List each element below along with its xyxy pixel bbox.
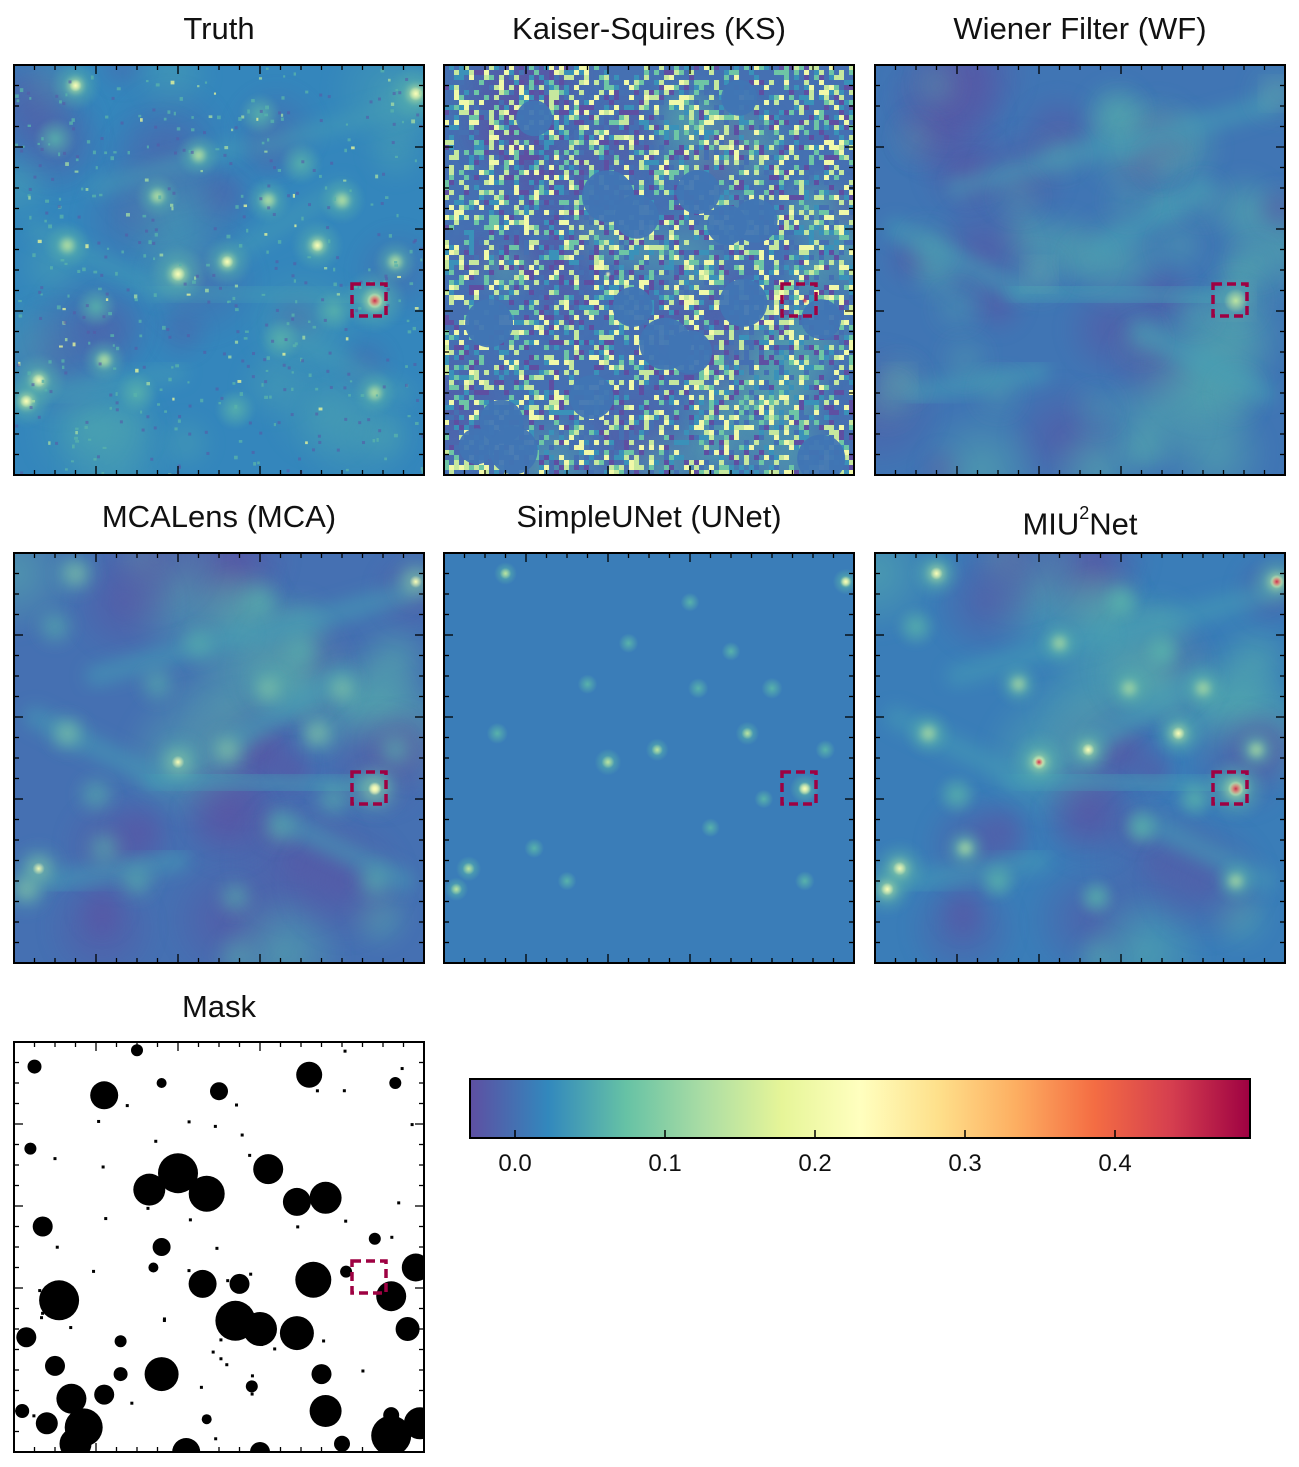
panel-title-wf: Wiener Filter (WF) — [953, 11, 1207, 46]
panel-title-mask: Mask — [181, 989, 257, 1024]
map-wf — [874, 64, 1286, 476]
colorbar — [469, 1078, 1251, 1139]
highlight-box — [350, 282, 388, 318]
map-miu — [874, 552, 1286, 964]
panel-title-mca: MCALens (MCA) — [101, 499, 337, 534]
panel-title-miu-main: MIU — [1022, 506, 1080, 542]
map-mask — [13, 1041, 425, 1453]
panel-title-unet: SimpleUNet (UNet) — [516, 499, 782, 534]
highlight-box — [1211, 770, 1249, 806]
panel-title-miu: MIU2Net — [875, 500, 1285, 541]
panel-title-miu-tail: Net — [1089, 506, 1138, 542]
colorbar-tick-label: 0.1 — [648, 1150, 682, 1177]
panel-title-miu-superscript: 2 — [1079, 503, 1090, 523]
map-ks — [443, 64, 855, 476]
colorbar-tick-label: 0.2 — [798, 1150, 832, 1177]
colorbar-tick-label: 0.4 — [1098, 1150, 1132, 1177]
panel-title-ks: Kaiser-Squires (KS) — [512, 11, 786, 46]
highlight-box — [1211, 282, 1249, 318]
colorbar-tick-label: 0.0 — [498, 1150, 532, 1177]
highlight-box — [350, 1259, 388, 1295]
highlight-box — [350, 770, 388, 806]
map-truth — [13, 64, 425, 476]
colorbar-tick-label: 0.3 — [948, 1150, 982, 1177]
panel-title-truth: Truth — [183, 11, 255, 46]
highlight-box — [780, 282, 818, 318]
map-unet — [443, 552, 855, 964]
map-mca — [13, 552, 425, 964]
highlight-box — [780, 770, 818, 806]
